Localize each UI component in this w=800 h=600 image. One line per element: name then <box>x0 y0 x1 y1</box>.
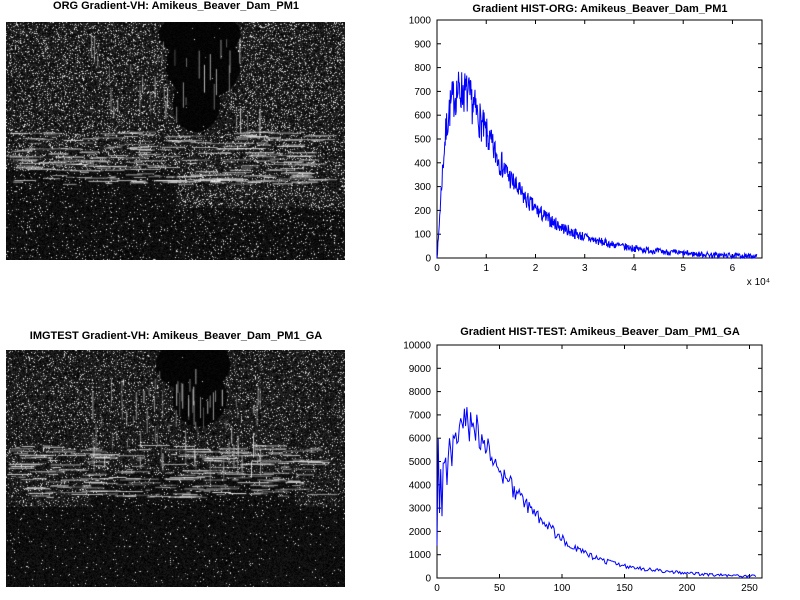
svg-text:0: 0 <box>425 254 431 265</box>
svg-text:600: 600 <box>414 111 431 122</box>
svg-text:100: 100 <box>414 230 431 241</box>
test-gradient-image <box>6 350 345 587</box>
svg-text:6000: 6000 <box>409 434 432 445</box>
svg-text:300: 300 <box>414 182 431 193</box>
svg-text:0: 0 <box>434 583 440 594</box>
svg-text:5: 5 <box>680 263 686 274</box>
svg-text:9000: 9000 <box>409 364 432 375</box>
svg-text:250: 250 <box>741 583 758 594</box>
test-image-title: IMGTEST Gradient-VH: Amikeus_Beaver_Dam_… <box>29 330 323 342</box>
svg-text:200: 200 <box>679 583 696 594</box>
svg-text:5000: 5000 <box>409 457 432 468</box>
svg-text:4000: 4000 <box>409 480 432 491</box>
svg-text:400: 400 <box>414 158 431 169</box>
svg-text:3000: 3000 <box>409 504 432 515</box>
svg-text:4: 4 <box>631 263 637 274</box>
svg-text:3: 3 <box>582 263 588 274</box>
svg-text:0: 0 <box>425 574 431 585</box>
svg-text:1000: 1000 <box>409 550 432 561</box>
svg-text:7000: 7000 <box>409 410 432 421</box>
svg-text:700: 700 <box>414 87 431 98</box>
test-histogram-chart: Gradient HIST-TEST: Amikeus_Beaver_Dam_P… <box>403 326 763 594</box>
svg-text:800: 800 <box>414 63 431 74</box>
svg-text:2000: 2000 <box>409 527 432 538</box>
svg-text:500: 500 <box>414 135 431 146</box>
org-gradient-image <box>6 22 345 260</box>
org-image-title: ORG Gradient-VH: Amikeus_Beaver_Dam_PM1 <box>53 0 299 12</box>
svg-text:x 10⁴: x 10⁴ <box>747 277 770 288</box>
svg-text:900: 900 <box>414 39 431 50</box>
org-histogram-chart: Gradient HIST-ORG: Amikeus_Beaver_Dam_PM… <box>409 3 770 288</box>
svg-text:200: 200 <box>414 206 431 217</box>
svg-text:100: 100 <box>554 583 571 594</box>
svg-text:6: 6 <box>730 263 736 274</box>
svg-text:0: 0 <box>434 263 440 274</box>
svg-text:50: 50 <box>494 583 506 594</box>
svg-text:10000: 10000 <box>403 341 431 352</box>
svg-text:1000: 1000 <box>409 16 432 27</box>
svg-text:150: 150 <box>616 583 633 594</box>
svg-text:8000: 8000 <box>409 387 432 398</box>
svg-text:2: 2 <box>533 263 539 274</box>
svg-text:1: 1 <box>483 263 489 274</box>
test-histogram-title: Gradient HIST-TEST: Amikeus_Beaver_Dam_P… <box>460 326 740 338</box>
org-histogram-title: Gradient HIST-ORG: Amikeus_Beaver_Dam_PM… <box>472 3 727 15</box>
